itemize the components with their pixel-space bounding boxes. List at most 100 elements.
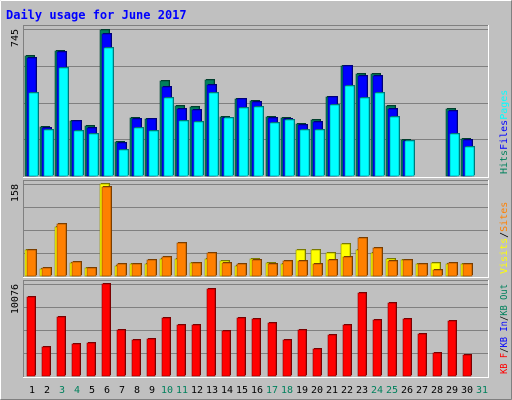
bar-sites-day-4 [71, 261, 82, 277]
bar-kbytes-day-7 [116, 329, 126, 377]
bar-face [372, 319, 382, 377]
bar-face [312, 348, 322, 377]
bar-pages-day-7 [118, 149, 129, 177]
bar-kbytes-day-29 [447, 320, 457, 377]
bar-face [118, 149, 129, 177]
bar-face [88, 133, 99, 177]
bar-kbytes-day-6 [101, 283, 111, 377]
bar-face [56, 223, 67, 277]
bar-face [464, 146, 475, 177]
day-label-12: 12 [191, 385, 203, 396]
bar-face [359, 97, 370, 177]
bar-face [327, 259, 338, 277]
bar-face [329, 104, 340, 177]
bar-kbytes-day-23 [357, 292, 367, 377]
bar-sites-day-11 [176, 242, 187, 277]
bar-face [251, 318, 261, 377]
panel-top-legend: HitsFilesPages [499, 90, 510, 174]
bar-face [299, 129, 310, 177]
bar-face [146, 338, 156, 377]
panel-top: 745 HitsFilesPages [10, 25, 510, 178]
bar-sites-day-20 [312, 263, 323, 277]
bar-face [161, 256, 172, 277]
day-label-11: 11 [176, 385, 188, 396]
bar-sites-day-18 [282, 260, 293, 277]
bar-kbytes-day-19 [297, 329, 307, 377]
bar-kbytes-day-24 [372, 319, 382, 377]
bar-face [73, 130, 84, 177]
bar-face [297, 329, 307, 377]
bar-face [342, 256, 353, 277]
bar-face [284, 119, 295, 177]
bar-face [282, 260, 293, 277]
bar-kbytes-day-11 [176, 324, 186, 377]
day-label-2: 2 [44, 385, 50, 396]
bar-face [86, 267, 97, 277]
bar-kbytes-day-22 [342, 324, 352, 377]
bar-face [176, 324, 186, 377]
bar-sites-day-28 [432, 269, 443, 277]
bar-kbytes-day-28 [432, 352, 442, 377]
bar-kbytes-day-21 [327, 334, 337, 377]
day-label-22: 22 [341, 385, 353, 396]
bar-face [116, 329, 126, 377]
bar-face [238, 107, 249, 177]
bar-kbytes-day-16 [251, 318, 261, 377]
bar-face [314, 129, 325, 177]
legend-entry: Hits [499, 150, 510, 174]
bar-pages-day-20 [314, 129, 325, 177]
day-label-25: 25 [386, 385, 398, 396]
bar-sites-day-30 [462, 263, 473, 277]
bar-sites-day-14 [221, 262, 232, 277]
chart-title: Daily usage for June 2017 [6, 8, 187, 22]
bar-kbytes-day-18 [282, 339, 292, 377]
bar-pages-day-11 [178, 120, 189, 177]
bar-face [208, 92, 219, 177]
bar-pages-day-1 [28, 92, 39, 177]
bar-kbytes-day-30 [462, 354, 472, 377]
bar-face [26, 296, 36, 377]
bar-face [297, 260, 308, 277]
bar-kbytes-day-17 [267, 322, 277, 377]
bar-pages-day-9 [148, 130, 159, 177]
bar-pages-day-29 [449, 133, 460, 177]
bar-pages-day-2 [43, 129, 54, 177]
bar-face [178, 120, 189, 177]
bar-sites-day-25 [387, 260, 398, 277]
bar-pages-day-19 [299, 129, 310, 177]
day-label-24: 24 [371, 385, 383, 396]
bar-face [223, 117, 234, 177]
panel-bottom-legend: KB F/KB In/KB Out [499, 284, 510, 374]
bar-face [161, 317, 171, 377]
bar-sites-day-13 [206, 252, 217, 277]
bar-kbytes-day-2 [41, 346, 51, 377]
bar-kbytes-day-8 [131, 339, 141, 377]
bar-face [101, 186, 112, 277]
bar-face [327, 334, 337, 377]
legend-entry: KB F [499, 353, 510, 374]
legend-entry: / [499, 232, 510, 238]
bar-pages-day-4 [73, 130, 84, 177]
bar-sites-day-3 [56, 223, 67, 277]
bar-face [462, 354, 472, 377]
bar-pages-day-17 [269, 122, 280, 177]
bar-kbytes-day-10 [161, 317, 171, 377]
bar-face [372, 247, 383, 277]
bar-face [389, 116, 400, 177]
day-label-8: 8 [134, 385, 140, 396]
bar-kbytes-day-27 [417, 333, 427, 377]
panel-top-ymax-label: 745 [10, 29, 21, 47]
bar-face [236, 317, 246, 377]
bar-face [41, 267, 52, 277]
day-label-26: 26 [401, 385, 413, 396]
legend-entry: KB In [499, 321, 510, 347]
bar-pages-day-21 [329, 104, 340, 177]
day-label-30: 30 [461, 385, 473, 396]
bar-sites-day-2 [41, 267, 52, 277]
panel-middle-legend: Visits/Sites [499, 202, 510, 274]
bar-face [432, 352, 442, 377]
bar-face [133, 127, 144, 177]
bar-pages-day-26 [404, 140, 415, 177]
